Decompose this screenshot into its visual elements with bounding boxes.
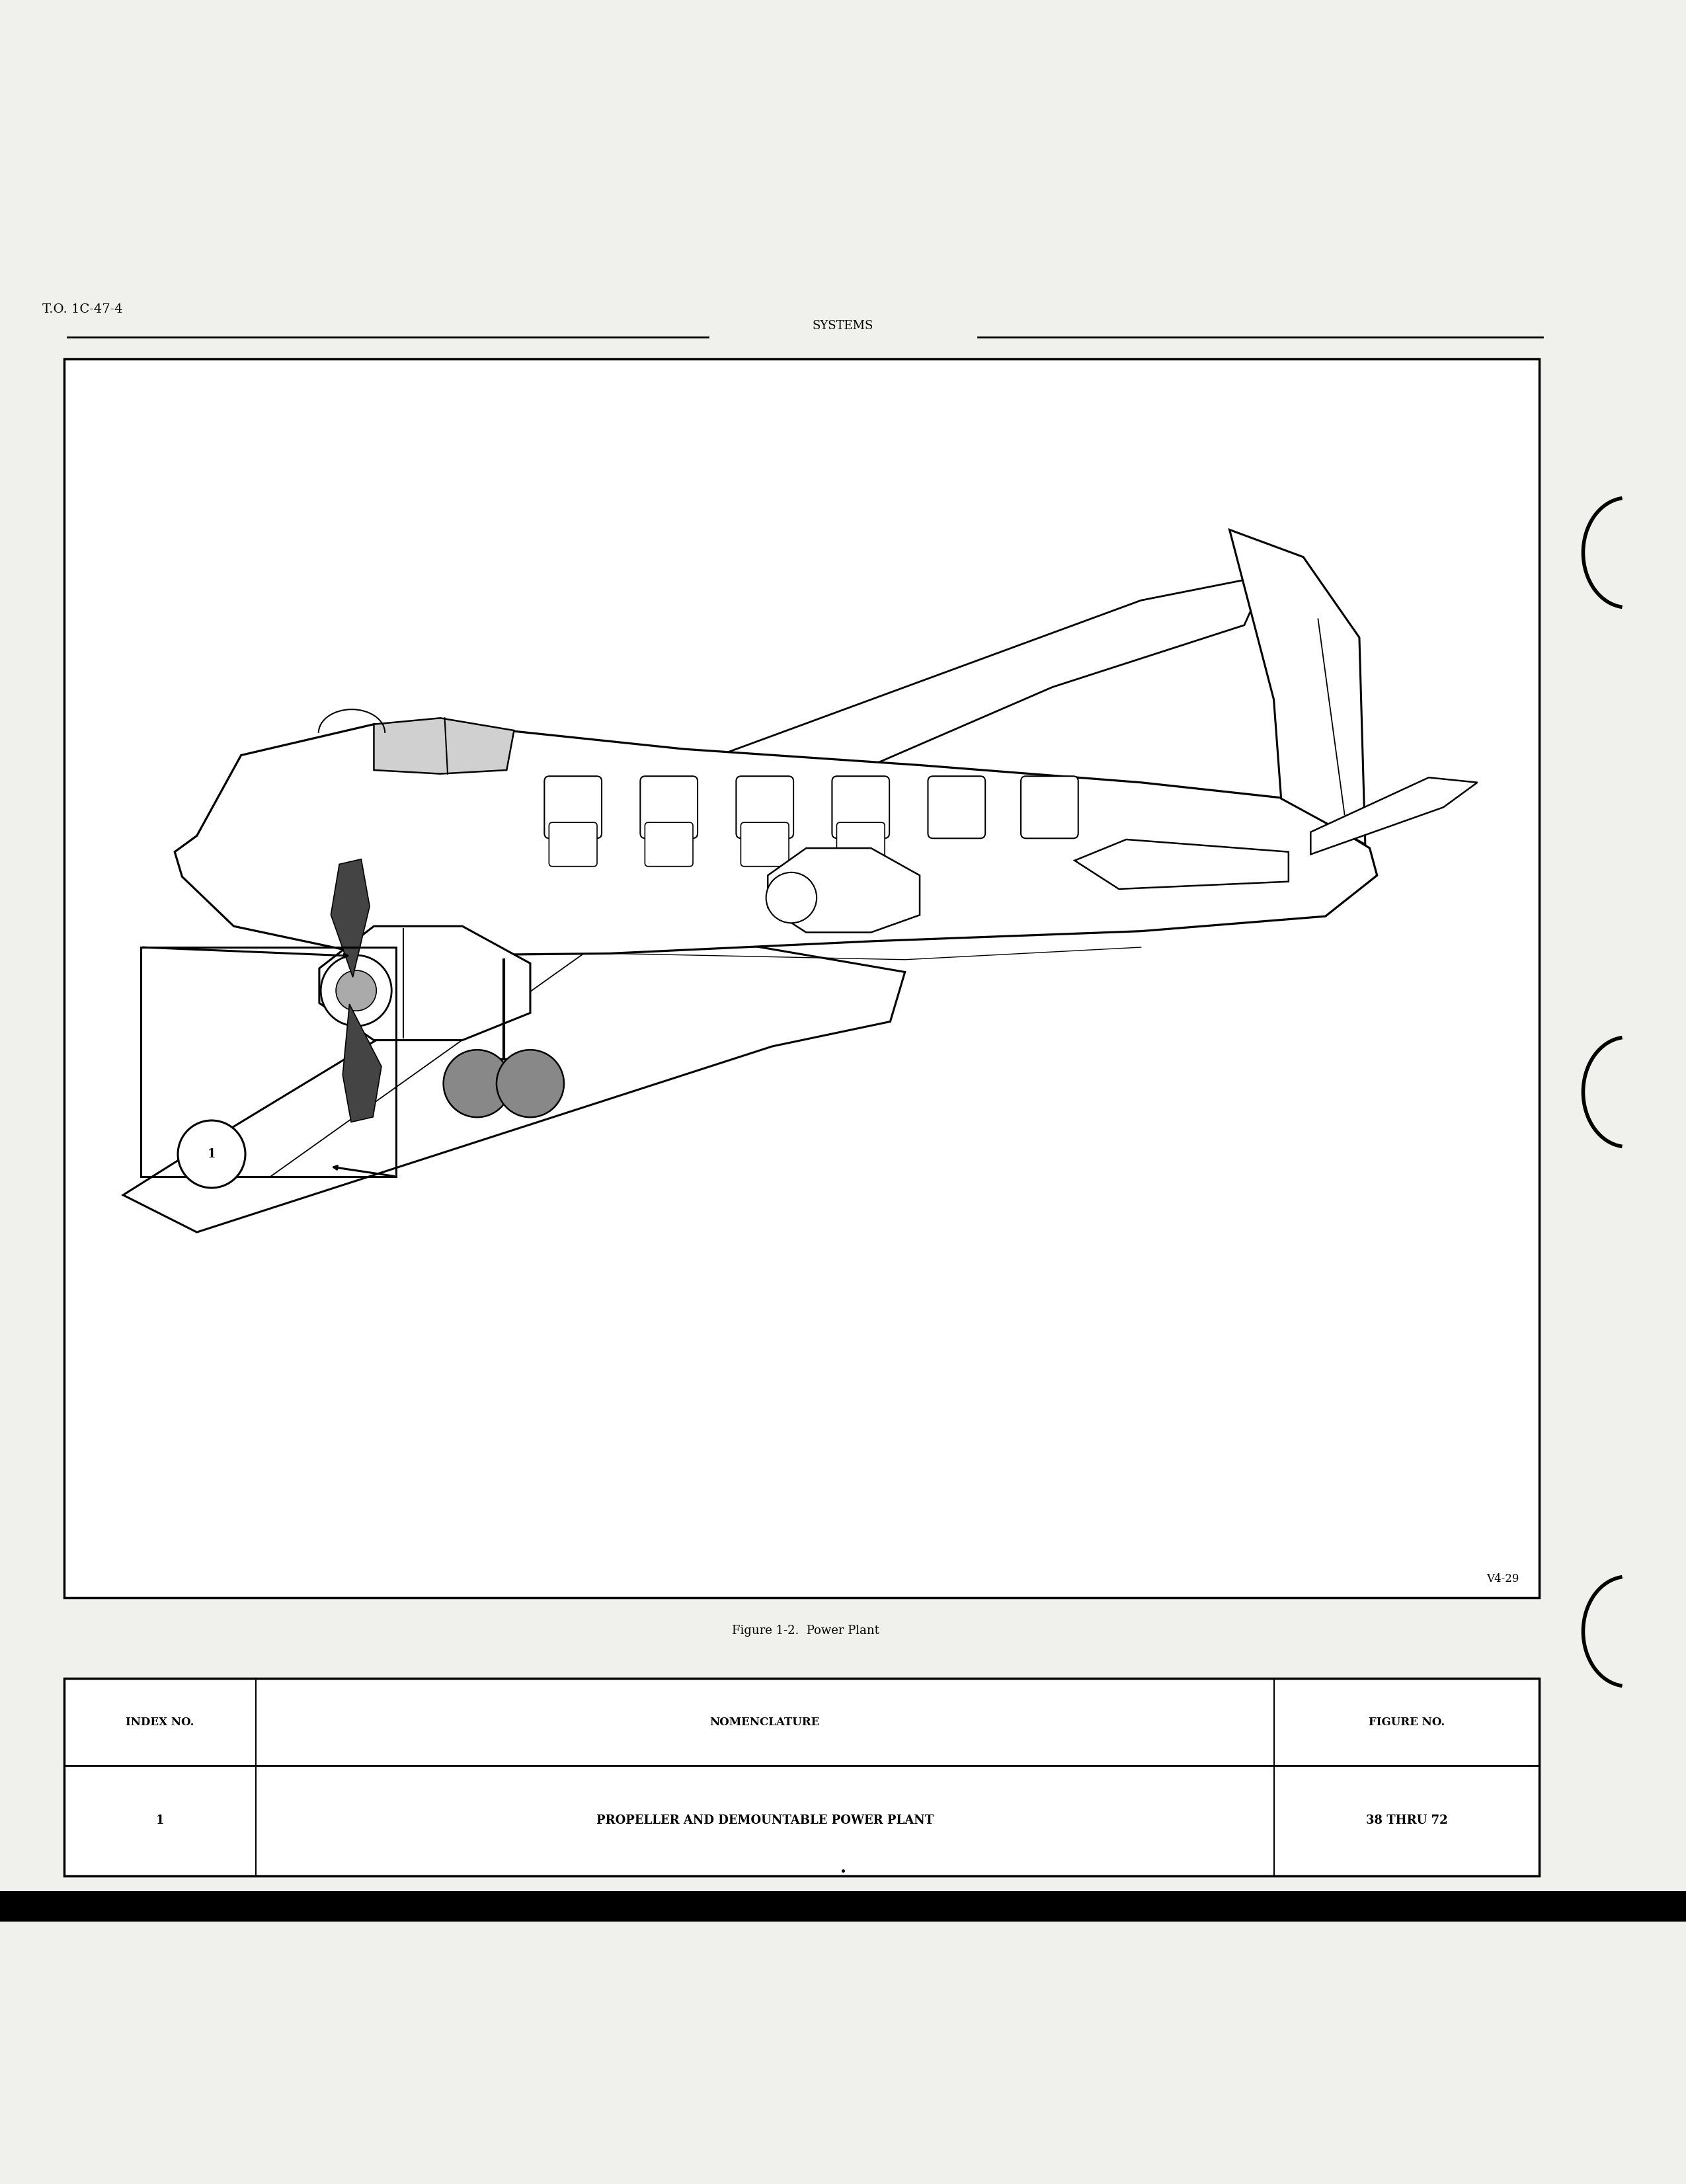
PathPatch shape [123, 917, 905, 1232]
Text: FIGURE NO.: FIGURE NO. [1369, 1717, 1445, 1728]
Text: 38 THRU 72: 38 THRU 72 [1366, 1815, 1447, 1826]
PathPatch shape [330, 858, 369, 976]
FancyBboxPatch shape [740, 823, 789, 867]
Circle shape [336, 970, 376, 1011]
Circle shape [765, 871, 816, 924]
FancyBboxPatch shape [64, 1679, 1539, 1876]
PathPatch shape [1229, 531, 1366, 845]
Text: V4-29: V4-29 [1487, 1572, 1519, 1583]
FancyBboxPatch shape [545, 775, 602, 839]
Circle shape [320, 954, 391, 1026]
Text: 1: 1 [155, 1815, 164, 1826]
Text: NOMENCLATURE: NOMENCLATURE [710, 1717, 819, 1728]
FancyBboxPatch shape [836, 823, 885, 867]
Text: 1-20: 1-20 [42, 1907, 69, 1918]
Text: T.O. 1C-47-4: T.O. 1C-47-4 [42, 304, 123, 314]
Circle shape [177, 1120, 246, 1188]
Text: SYSTEMS: SYSTEMS [813, 319, 873, 332]
PathPatch shape [1310, 778, 1477, 854]
FancyBboxPatch shape [737, 775, 794, 839]
FancyBboxPatch shape [927, 775, 985, 839]
FancyBboxPatch shape [831, 775, 890, 839]
Text: INDEX NO.: INDEX NO. [126, 1717, 194, 1728]
PathPatch shape [342, 1005, 381, 1123]
FancyBboxPatch shape [64, 358, 1539, 1599]
Bar [0, 1891, 1686, 1922]
PathPatch shape [1074, 839, 1288, 889]
PathPatch shape [319, 926, 529, 1040]
PathPatch shape [669, 577, 1266, 773]
PathPatch shape [374, 719, 514, 773]
FancyBboxPatch shape [1022, 775, 1079, 839]
PathPatch shape [175, 725, 1377, 957]
Text: Figure 1-2.  Power Plant: Figure 1-2. Power Plant [732, 1625, 880, 1636]
PathPatch shape [767, 847, 921, 933]
Circle shape [443, 1051, 511, 1118]
Text: 1: 1 [207, 1149, 216, 1160]
Text: PROPELLER AND DEMOUNTABLE POWER PLANT: PROPELLER AND DEMOUNTABLE POWER PLANT [597, 1815, 934, 1826]
FancyBboxPatch shape [641, 775, 698, 839]
FancyBboxPatch shape [644, 823, 693, 867]
Circle shape [496, 1051, 563, 1118]
FancyBboxPatch shape [550, 823, 597, 867]
